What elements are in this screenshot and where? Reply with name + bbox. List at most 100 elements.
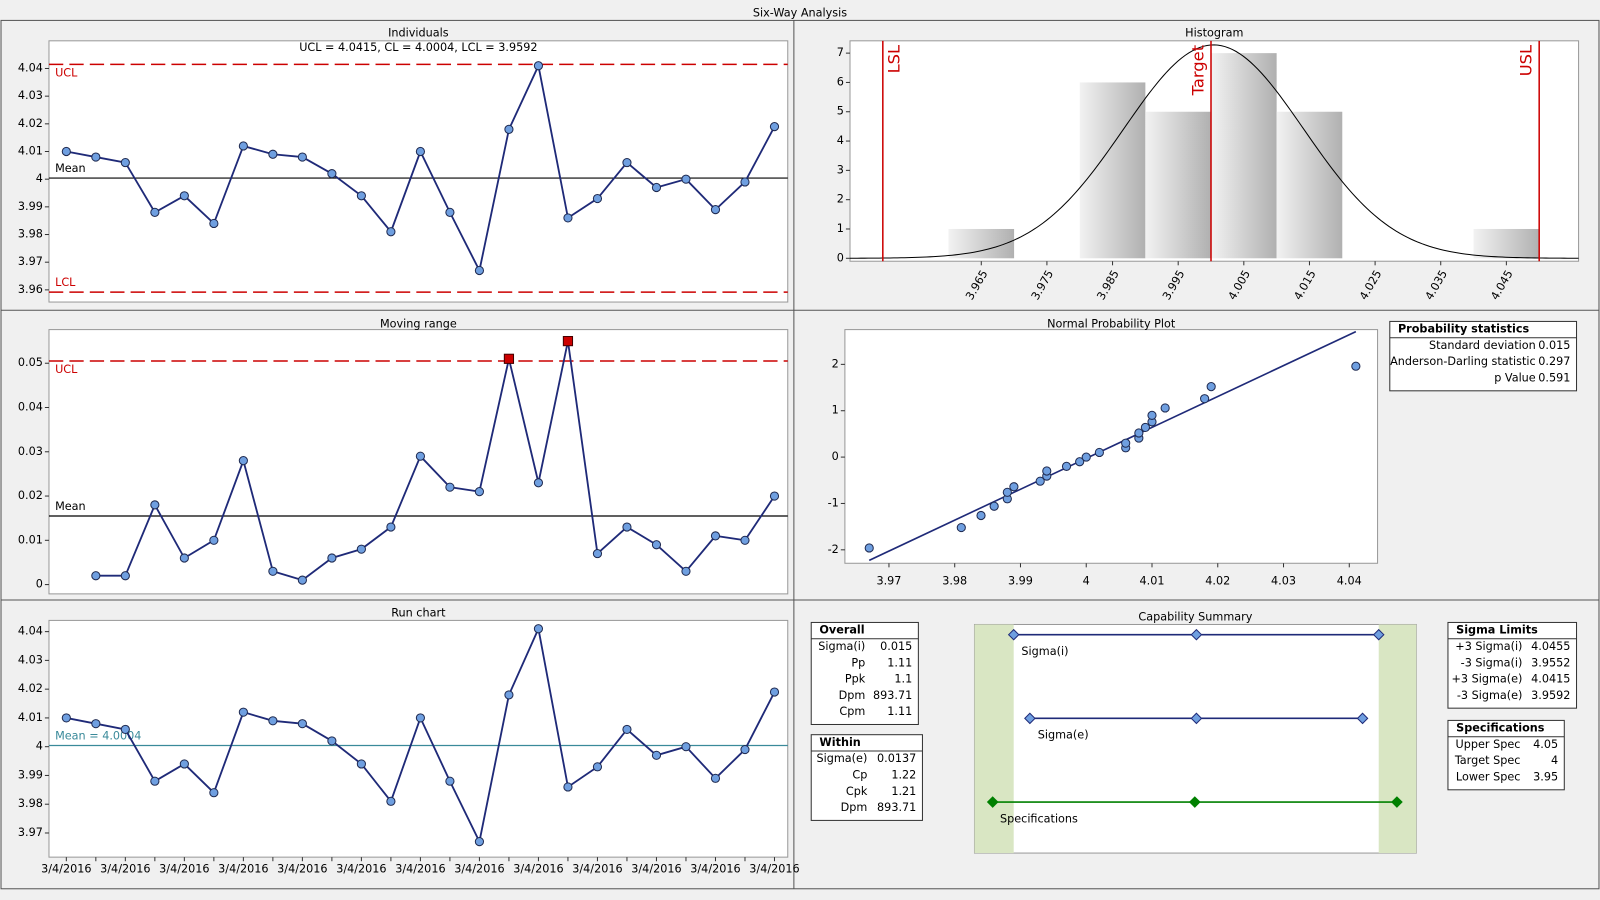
chart-title: Run chart [391, 606, 446, 619]
data-point [740, 177, 750, 187]
row-value: 0.0137 [877, 752, 916, 765]
data-point [150, 207, 160, 217]
data-point [179, 759, 189, 769]
x-tick-label: 4 [1083, 575, 1090, 588]
row-value: 1.21 [891, 785, 916, 798]
row-label: Cpk [846, 785, 868, 798]
data-point [622, 724, 632, 735]
y-tick-label: 4 [36, 740, 43, 753]
data-point [327, 169, 337, 179]
chart-title: Capability Summary [1138, 610, 1252, 623]
fit-line [868, 330, 1357, 562]
data-point [91, 152, 101, 162]
chart-title: Moving range [380, 317, 457, 330]
normal-curve [849, 44, 1579, 259]
data-point [91, 719, 101, 729]
reference-label: USL [1516, 45, 1535, 76]
limit-label: LCL [55, 276, 76, 289]
data-point [179, 191, 189, 201]
y-tick-label: 4 [36, 172, 43, 185]
data-point [1160, 403, 1170, 413]
y-tick-label: 0 [832, 450, 839, 463]
limit-label: UCL [55, 67, 78, 80]
data-point [297, 152, 307, 162]
limit-label: Mean [55, 162, 86, 175]
data-point [710, 773, 721, 783]
y-tick-label: 1 [837, 222, 844, 235]
data-point [1140, 422, 1151, 433]
data-point [592, 762, 603, 772]
y-tick-label: 0.03 [18, 445, 43, 458]
data-point [209, 535, 219, 545]
chart-title: Normal Probability Plot [1047, 317, 1176, 330]
diamond [1024, 712, 1036, 725]
row-label: -3 Sigma(e) [1457, 689, 1523, 702]
row-value: 3.9552 [1531, 656, 1570, 669]
table-title: Sigma Limits [1456, 624, 1538, 637]
row-label: -3 Sigma(i) [1461, 656, 1523, 669]
stats-table [1389, 320, 1578, 392]
x-tick-label: 4.04 [1337, 575, 1362, 588]
row-value: 0.015 [1538, 339, 1570, 352]
data-point [1009, 482, 1019, 492]
data-point [504, 124, 514, 134]
x-tick-label: 3/4/2016 [277, 862, 327, 875]
data-point [238, 141, 248, 151]
diamond [1190, 628, 1203, 641]
data-point [1134, 428, 1144, 438]
y-tick-label: 0 [837, 251, 844, 264]
data-point [651, 182, 662, 193]
x-tick-label: 4.02 [1205, 575, 1230, 588]
row-value: 1.11 [887, 656, 912, 669]
data-point [268, 566, 278, 576]
chart-subtitle: UCL = 4.0415, CL = 4.0004, LCL = 3.9592 [299, 41, 537, 54]
data-point [563, 782, 573, 792]
bar [1211, 53, 1277, 259]
y-tick-label: 0.04 [18, 401, 43, 414]
y-tick-label: 3.99 [18, 200, 43, 213]
chart-title: Histogram [1185, 27, 1243, 40]
bar [1473, 228, 1540, 259]
row-value: 893.71 [873, 689, 912, 702]
row-value: 1.11 [887, 705, 912, 718]
data-point [1035, 476, 1045, 486]
y-tick-label: 0.05 [18, 356, 43, 369]
y-tick-label: 4.02 [18, 117, 43, 130]
bar [1276, 111, 1343, 259]
x-tick-label: 3.98 [942, 575, 967, 588]
diamond [1007, 628, 1020, 641]
row-label: +3 Sigma(e) [1452, 673, 1523, 686]
row-value: 1.1 [894, 673, 912, 686]
data-point [533, 624, 544, 634]
row-value: 4.0455 [1531, 640, 1570, 653]
data-point [1351, 361, 1361, 371]
data-point [474, 837, 485, 847]
row-value: 3.9592 [1531, 689, 1570, 702]
data-point [209, 218, 219, 229]
row-label: Anderson-Darling statistic [1390, 355, 1536, 368]
row-value: 0.591 [1538, 372, 1570, 385]
data-point [445, 482, 455, 492]
data-point [769, 122, 780, 132]
data-point [1121, 438, 1131, 448]
table-title: Specifications [1456, 722, 1545, 735]
row-value: 1.22 [891, 769, 916, 782]
x-tick-label: 3/4/2016 [513, 862, 563, 875]
data-point [120, 157, 130, 168]
data-point [1094, 447, 1104, 458]
y-tick-label: 4.01 [18, 711, 43, 724]
row-value: 4.0415 [1531, 673, 1570, 686]
data-point [61, 713, 71, 723]
x-tick-label: 3/4/2016 [41, 862, 91, 875]
row-label: Sigma(e) [817, 752, 868, 765]
data-point [356, 544, 366, 554]
diamond [1188, 796, 1201, 808]
y-tick-label: 3.97 [18, 826, 43, 839]
series-label: Sigma(e) [1038, 729, 1089, 742]
row-label: p Value [1494, 372, 1536, 385]
data-point [622, 157, 632, 168]
row-label: Sigma(i) [818, 640, 865, 653]
limit-label: Mean [55, 500, 86, 513]
